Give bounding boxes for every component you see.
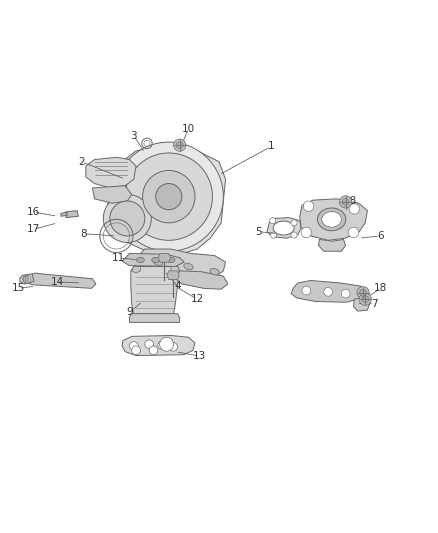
Circle shape <box>114 142 223 251</box>
Circle shape <box>324 287 332 296</box>
Polygon shape <box>26 273 96 288</box>
Polygon shape <box>353 297 370 311</box>
Circle shape <box>145 340 153 349</box>
Circle shape <box>291 232 297 238</box>
Ellipse shape <box>167 257 175 263</box>
Circle shape <box>339 196 352 208</box>
Polygon shape <box>138 249 226 280</box>
Ellipse shape <box>318 208 346 231</box>
Polygon shape <box>175 271 228 289</box>
Circle shape <box>357 287 369 299</box>
Text: 15: 15 <box>11 284 25 293</box>
Circle shape <box>359 293 371 305</box>
Circle shape <box>302 286 311 295</box>
Circle shape <box>291 220 297 226</box>
Text: 9: 9 <box>126 308 133 317</box>
Text: 4: 4 <box>174 281 181 291</box>
Circle shape <box>110 201 145 236</box>
Text: 14: 14 <box>51 277 64 287</box>
Ellipse shape <box>152 257 159 263</box>
Text: 5: 5 <box>255 227 261 237</box>
Circle shape <box>149 346 158 354</box>
Circle shape <box>132 346 141 354</box>
Polygon shape <box>318 239 346 251</box>
Text: 3: 3 <box>131 131 137 141</box>
Circle shape <box>348 227 359 238</box>
Circle shape <box>158 341 166 350</box>
Polygon shape <box>300 199 367 240</box>
Circle shape <box>155 183 182 210</box>
Polygon shape <box>86 157 136 188</box>
Ellipse shape <box>184 263 193 270</box>
Circle shape <box>173 139 186 151</box>
Polygon shape <box>291 280 363 302</box>
Text: 17: 17 <box>27 224 40 235</box>
Text: 10: 10 <box>182 124 195 134</box>
Polygon shape <box>65 211 78 217</box>
Polygon shape <box>130 313 180 322</box>
Circle shape <box>301 227 311 238</box>
Circle shape <box>125 153 212 240</box>
Polygon shape <box>108 147 226 256</box>
Circle shape <box>23 275 31 283</box>
Polygon shape <box>20 274 34 284</box>
Text: 2: 2 <box>78 157 85 167</box>
Circle shape <box>349 204 360 214</box>
Circle shape <box>143 171 195 223</box>
Ellipse shape <box>210 269 219 275</box>
Text: 7: 7 <box>371 298 377 309</box>
Text: 16: 16 <box>27 207 40 217</box>
Circle shape <box>341 289 350 298</box>
Circle shape <box>360 289 367 296</box>
Polygon shape <box>167 271 179 280</box>
Ellipse shape <box>273 221 294 235</box>
Circle shape <box>159 337 173 351</box>
Polygon shape <box>122 335 195 356</box>
Circle shape <box>23 276 29 282</box>
Circle shape <box>103 195 151 243</box>
Circle shape <box>271 232 277 238</box>
Circle shape <box>362 296 369 303</box>
Text: 18: 18 <box>343 196 357 206</box>
Polygon shape <box>92 185 132 203</box>
Text: 13: 13 <box>193 351 206 361</box>
Text: 8: 8 <box>80 229 87 239</box>
Circle shape <box>303 201 314 212</box>
Circle shape <box>169 343 177 351</box>
Polygon shape <box>122 253 184 266</box>
Circle shape <box>342 198 349 205</box>
Text: 6: 6 <box>377 231 384 241</box>
Polygon shape <box>171 266 180 273</box>
Text: 12: 12 <box>191 294 204 304</box>
Polygon shape <box>131 266 180 317</box>
Text: 18: 18 <box>374 284 387 293</box>
Text: 1: 1 <box>268 141 275 151</box>
Ellipse shape <box>322 212 342 227</box>
Polygon shape <box>158 253 170 262</box>
Ellipse shape <box>153 259 162 265</box>
Ellipse shape <box>137 257 145 263</box>
Polygon shape <box>267 217 301 238</box>
Polygon shape <box>132 266 141 273</box>
Circle shape <box>130 342 138 350</box>
Polygon shape <box>61 212 67 216</box>
Circle shape <box>270 217 276 224</box>
Text: 11: 11 <box>112 253 125 263</box>
Circle shape <box>176 142 183 149</box>
